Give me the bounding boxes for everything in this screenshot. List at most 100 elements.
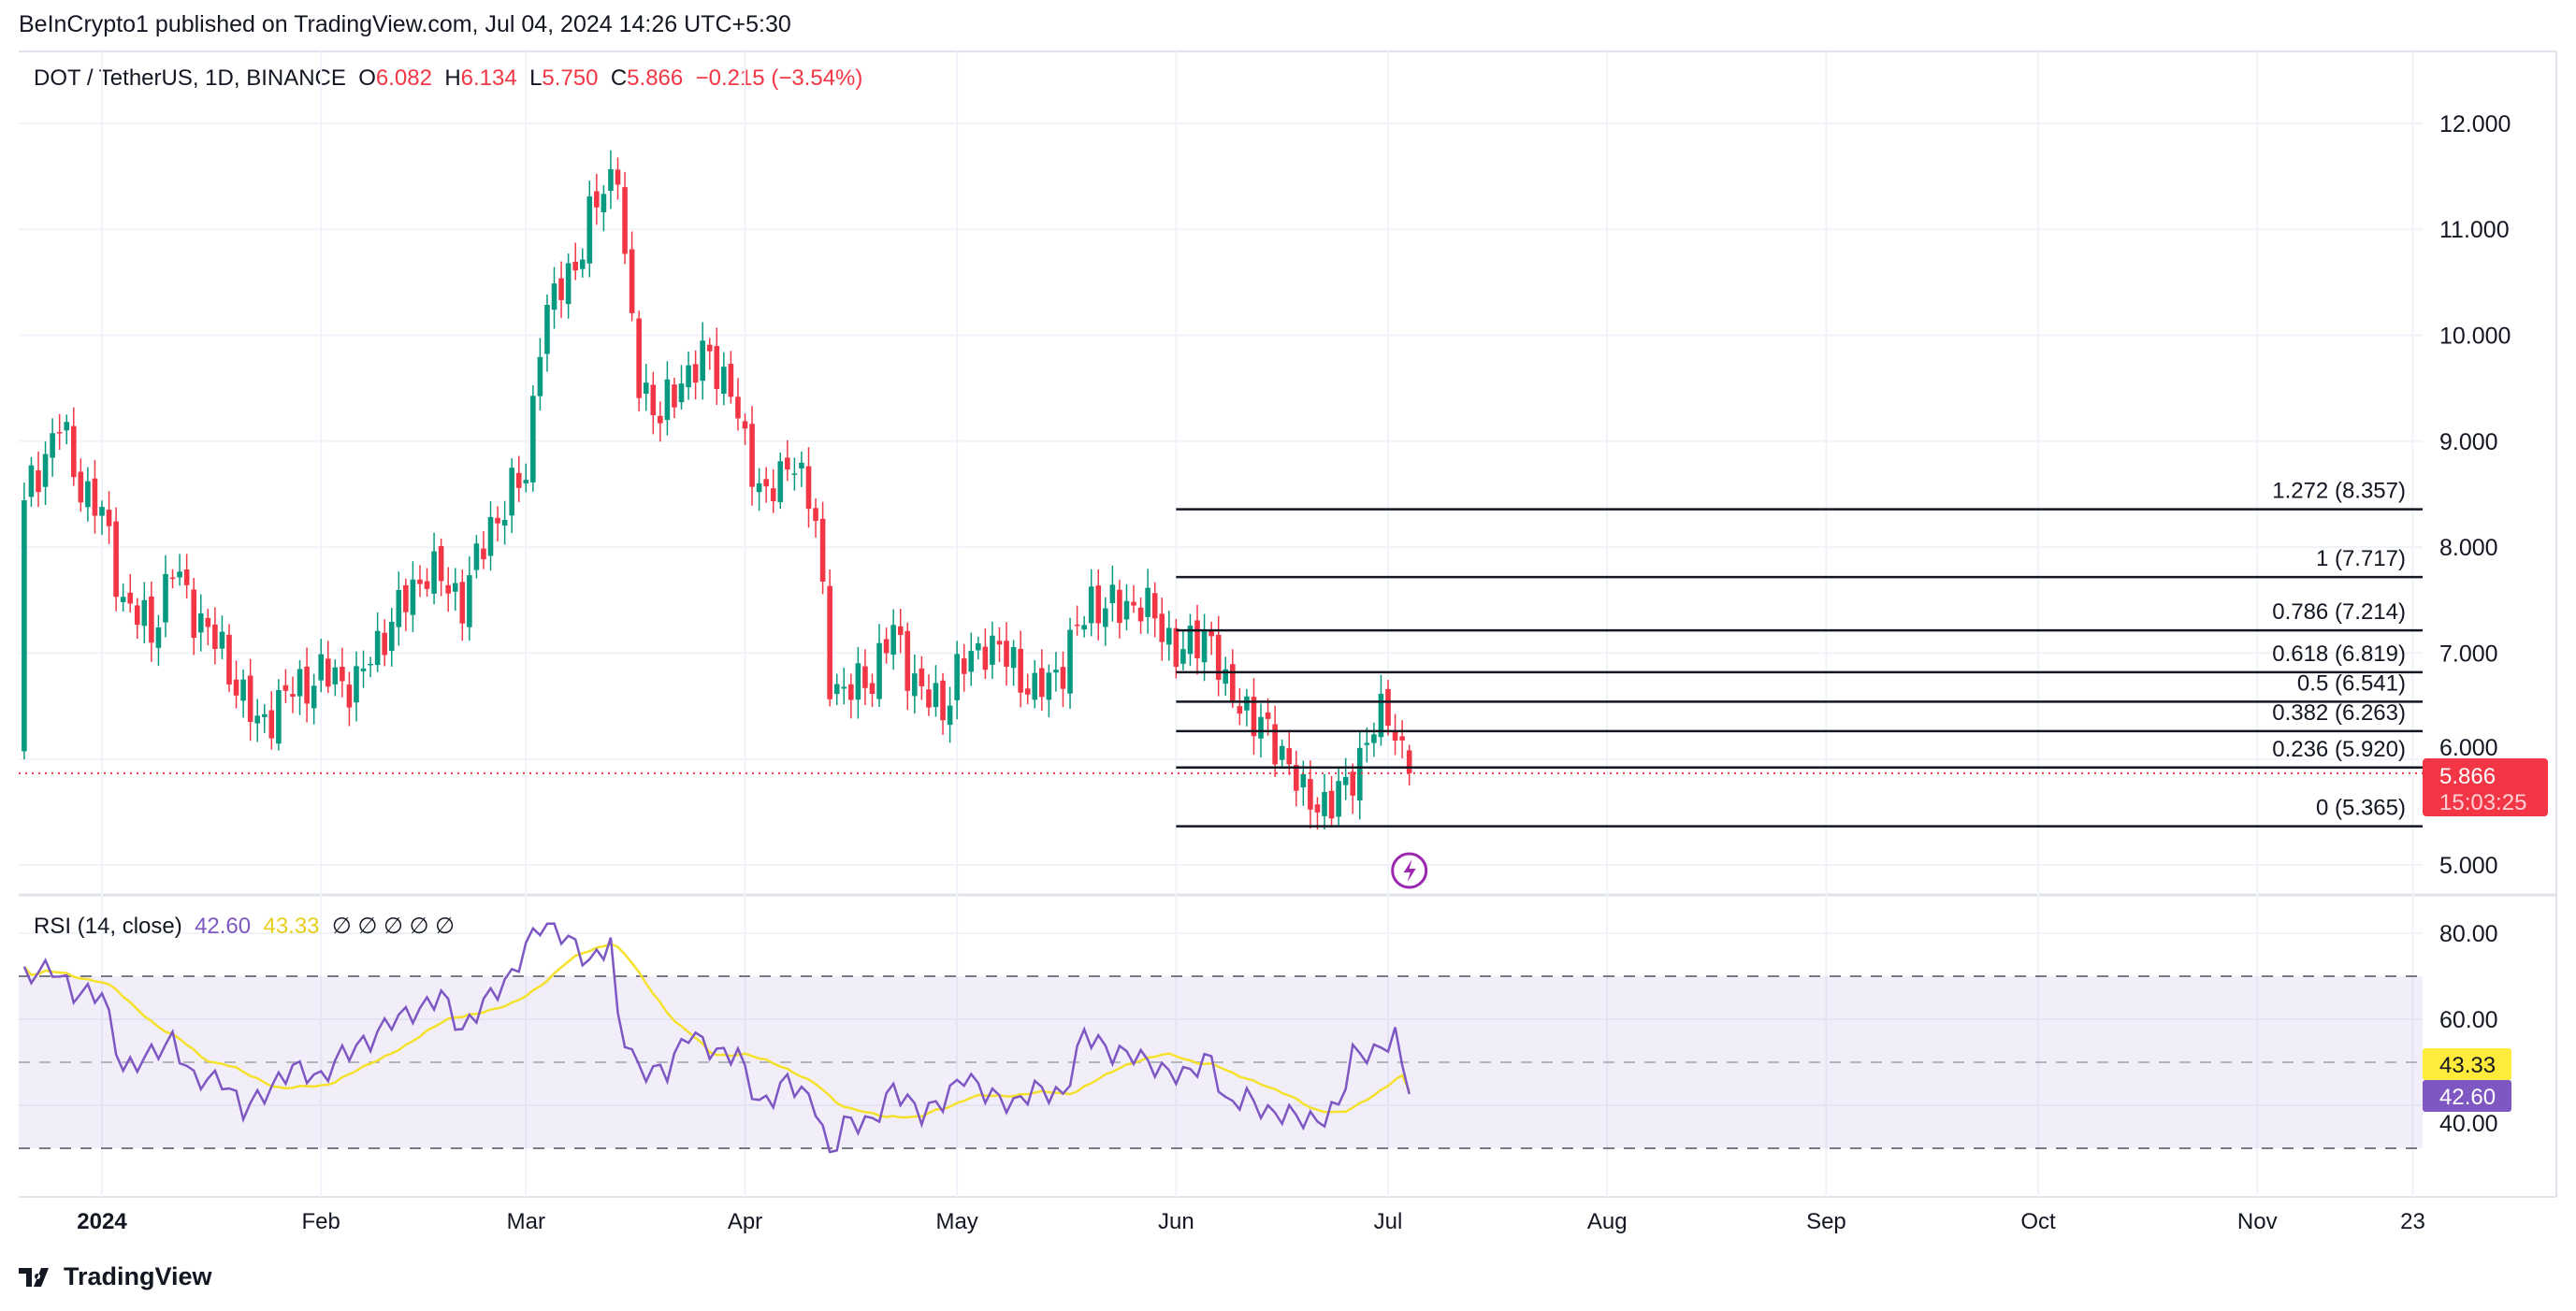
candle-body [22, 500, 27, 752]
tradingview-logo-icon [19, 1267, 49, 1287]
candle-body [396, 589, 402, 627]
candle-body [64, 422, 70, 431]
candle-body [1095, 585, 1102, 624]
candle-body [636, 318, 642, 398]
candle-body [417, 579, 423, 584]
candle-body [756, 483, 762, 493]
candle-body [340, 666, 345, 682]
candle-body [586, 196, 593, 264]
candle-body [1187, 626, 1194, 655]
candle-body [36, 470, 41, 493]
time-tick-label: May [935, 1209, 977, 1234]
rsi-badge [2423, 1080, 2511, 1112]
price-tick-label: 6.000 [2439, 735, 2498, 761]
tradingview-logo[interactable]: TradingView [19, 1262, 212, 1291]
candle-body [912, 673, 918, 697]
candle-body [1173, 627, 1179, 668]
candle-body [1265, 712, 1271, 719]
rsi-ma-value: 43.33 [263, 914, 320, 939]
candle-body [163, 573, 168, 623]
candle-body [149, 596, 154, 643]
candle-body [940, 680, 946, 721]
candle-body [1314, 804, 1321, 813]
candle-body [1060, 667, 1066, 689]
candle-body [615, 169, 621, 185]
fib-level-label: 0 (5.365) [2316, 796, 2406, 821]
candle-body [481, 548, 486, 560]
published-caption: BeInCrypto1 published on TradingView.com… [19, 11, 791, 37]
candle-body [735, 396, 741, 419]
fib-level-label: 1 (7.717) [2316, 546, 2406, 571]
rsi-tick-label: 60.00 [2439, 1007, 2498, 1033]
candle-body [629, 249, 635, 313]
rsi-ma-badge [2423, 1048, 2511, 1080]
candle-body [487, 516, 494, 556]
candle-body [183, 569, 190, 585]
candle-body [742, 421, 748, 429]
candle-body [650, 384, 657, 416]
price-tick-label: 7.000 [2439, 641, 2498, 667]
candle-body [120, 597, 126, 602]
rsi-ma-badge-value: 43.33 [2439, 1053, 2496, 1078]
candle-body [509, 468, 514, 516]
candle-body [1406, 750, 1412, 773]
candle-body [862, 666, 868, 688]
candle-body [622, 187, 628, 254]
candle-body [947, 705, 953, 726]
candle-body [1166, 627, 1172, 645]
candle-body [42, 454, 49, 487]
price-tick-label: 10.000 [2439, 324, 2511, 350]
candle-body [1399, 736, 1405, 741]
price-badge [2423, 758, 2548, 816]
candle-body [890, 625, 896, 656]
candle-body [1230, 664, 1236, 701]
candle-body [1067, 629, 1073, 694]
candle-body [1371, 734, 1377, 743]
candle-body [976, 643, 981, 651]
rsi-name[interactable]: RSI (14, close) [34, 914, 182, 939]
candle-body [777, 461, 784, 503]
candle-body [1074, 624, 1080, 627]
candle-body [467, 575, 472, 627]
price-tick-label: 11.000 [2439, 217, 2510, 243]
candle-body [678, 383, 685, 403]
candle-body [515, 472, 522, 488]
candles-group [22, 150, 1412, 830]
open-label: O [358, 65, 376, 91]
rsi-legend: RSI (14, close) 42.60 43.33 ∅ ∅ ∅ ∅ ∅ [34, 913, 455, 940]
candle-body [1103, 608, 1108, 627]
candle-body [551, 283, 557, 310]
rsi-ma-line [22, 943, 1411, 1119]
candle-body [240, 679, 246, 701]
candle-body [459, 582, 466, 624]
candle-body [799, 462, 804, 468]
rsi-badge-value: 42.60 [2439, 1085, 2496, 1110]
time-tick-label: Sep [1806, 1209, 1846, 1234]
candle-body [1378, 693, 1384, 738]
candle-body [1131, 601, 1136, 606]
candle-body [897, 626, 904, 636]
price-tick-label: 5.000 [2439, 853, 2498, 879]
symbol-name[interactable]: DOT / TetherUS, 1D, BINANCE [34, 65, 346, 91]
rsi-tick-label: 80.00 [2439, 921, 2498, 947]
candle-body [304, 666, 310, 704]
candle-body [1356, 747, 1363, 801]
rsi-value: 42.60 [195, 914, 252, 939]
candle-body [1159, 613, 1165, 642]
candle-body [1004, 641, 1009, 667]
candle-body [841, 686, 847, 689]
candle-body [544, 304, 550, 354]
fib-level-label: 0.382 (6.263) [2272, 700, 2406, 726]
candle-body [1145, 587, 1151, 617]
time-tick-label: Jun [1158, 1209, 1194, 1234]
candle-body [686, 365, 691, 388]
candle-body [354, 666, 359, 703]
candle-body [961, 658, 967, 674]
candle-body [1336, 781, 1341, 817]
candle-body [473, 543, 480, 570]
time-tick-label: Nov [2237, 1209, 2278, 1234]
candle-body [848, 684, 854, 700]
candle-body [50, 433, 55, 458]
candle-body [113, 521, 119, 598]
